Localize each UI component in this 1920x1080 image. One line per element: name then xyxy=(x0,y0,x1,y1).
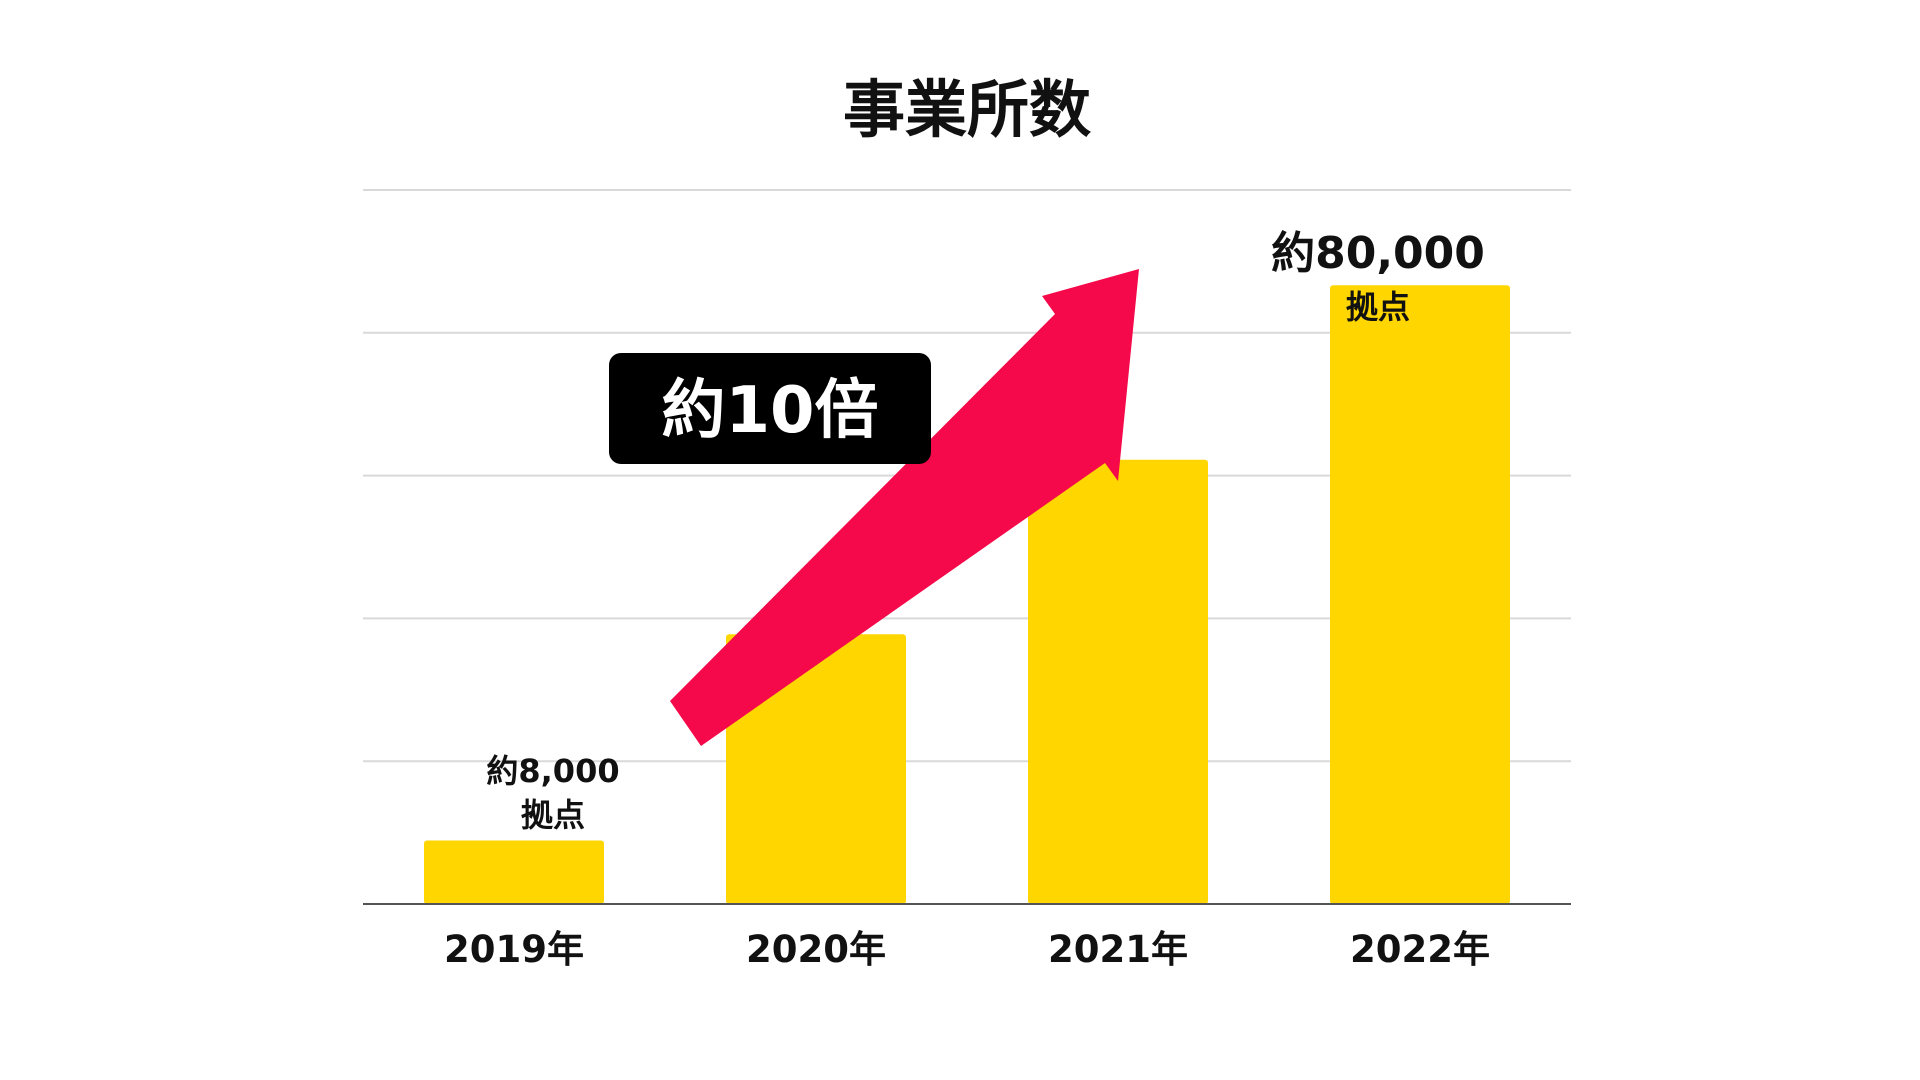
last-bar-value-label: 約80,000 xyxy=(1271,228,1485,279)
x-tick-label: 2019年 xyxy=(444,928,584,971)
growth-badge-text: 約10倍 xyxy=(661,374,878,448)
growth-arrow xyxy=(670,269,1139,746)
x-tick-label: 2020年 xyxy=(746,928,886,971)
x-tick-label: 2021年 xyxy=(1048,928,1188,971)
x-axis-ticks: 2019年 2020年 2021年 2022年 xyxy=(444,928,1490,971)
growth-badge-background xyxy=(609,353,931,464)
x-tick-label: 2022年 xyxy=(1350,928,1490,971)
first-bar-unit-label: 拠点 xyxy=(521,796,585,834)
growth-badge: 約10倍 xyxy=(609,353,931,464)
last-bar-unit-label: 拠点 xyxy=(1346,288,1410,326)
bar-4 xyxy=(1330,285,1510,904)
first-bar-value-label: 約8,000 xyxy=(486,752,619,790)
bars xyxy=(424,285,1510,904)
chart-title: 事業所数 xyxy=(843,73,1091,146)
bar-2 xyxy=(726,634,906,904)
bar-3 xyxy=(1028,459,1208,904)
bar-1 xyxy=(424,840,604,904)
